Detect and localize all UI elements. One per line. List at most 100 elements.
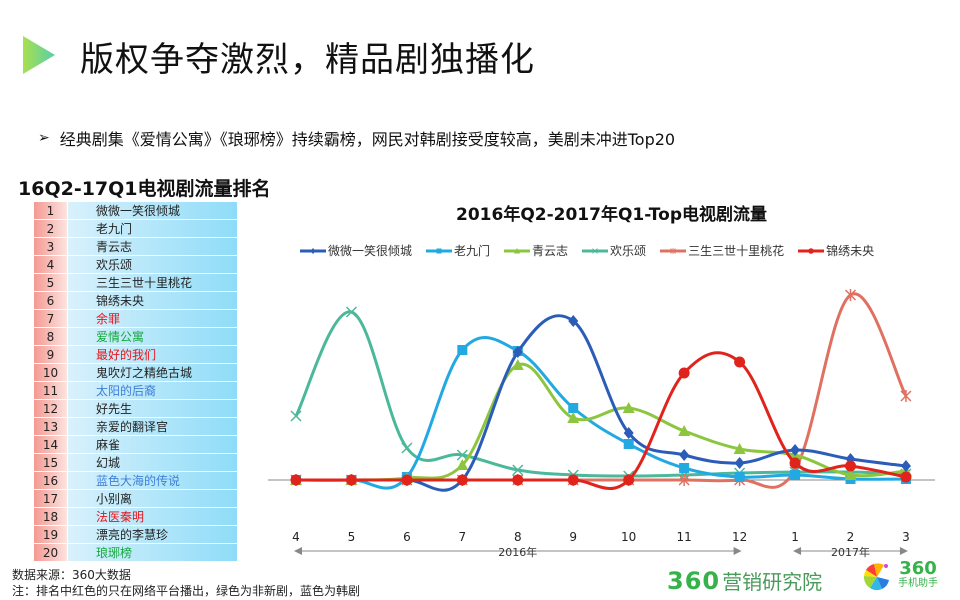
ranking-row: 2 老九门	[34, 220, 237, 238]
rank-number: 11	[34, 382, 68, 399]
rank-number: 12	[34, 400, 68, 417]
triangle-marker-icon	[504, 247, 531, 253]
legend-item: 锦绣未央	[798, 242, 874, 259]
rank-number: 9	[34, 346, 68, 363]
ranking-row: 20 琅琊榜	[34, 544, 237, 562]
rank-number: 4	[34, 256, 68, 273]
ranking-row: 14 麻雀	[34, 436, 237, 454]
drama-name: 老九门	[68, 220, 237, 237]
ranking-row: 7 余罪	[34, 310, 237, 328]
drama-name: 幻城	[68, 454, 237, 471]
source-note: 数据来源：360大数据 注：排名中红色的只在网络平台播出，绿色为非新剧，蓝色为韩…	[12, 567, 360, 599]
ranking-row: 11 太阳的后裔	[34, 382, 237, 400]
ranking-row: 8 爱情公寓	[34, 328, 237, 346]
drama-name: 蓝色大海的传说	[68, 472, 237, 489]
rank-number: 3	[34, 238, 68, 255]
drama-name: 最好的我们	[68, 346, 237, 363]
ranking-row: 6 锦绣未央	[34, 292, 237, 310]
rank-number: 14	[34, 436, 68, 453]
drama-name: 余罪	[68, 310, 237, 327]
legend-item: 青云志	[504, 242, 568, 259]
drama-name: 鬼吹灯之精绝古城	[68, 364, 237, 381]
ranking-row: 19 漂亮的李慧珍	[34, 526, 237, 544]
data-source: 数据来源：360大数据	[12, 568, 131, 582]
series-line	[295, 362, 907, 482]
year-group-label: 2017年	[831, 546, 870, 559]
rank-number: 7	[34, 310, 68, 327]
rank-number: 20	[34, 544, 68, 561]
x-tick-label: 3	[902, 530, 910, 544]
square-marker-icon	[426, 248, 453, 253]
ranking-row: 3 青云志	[34, 238, 237, 256]
x-tick-label: 10	[621, 530, 637, 544]
ranking-row: 12 好先生	[34, 400, 237, 418]
drama-name: 好先生	[68, 400, 237, 417]
drama-name: 法医秦明	[68, 508, 237, 525]
drama-name: 亲爱的翻译官	[68, 418, 237, 435]
chart-legend: 微微一笑很倾城 老九门 青云志 欢乐颂 三生三世十里桃花 锦绣未央	[300, 242, 874, 259]
drama-name: 漂亮的李慧珍	[68, 526, 237, 543]
rank-number: 8	[34, 328, 68, 345]
bullet-arrow-icon: ➢	[38, 130, 50, 146]
ranking-row: 15 幻城	[34, 454, 237, 472]
ranking-row: 16 蓝色大海的传说	[34, 472, 237, 490]
360-assistant-logo-icon	[863, 563, 889, 591]
ranking-row: 1 微微一笑很倾城	[34, 202, 237, 220]
drama-name: 琅琊榜	[68, 544, 237, 561]
x-tick-label: 2	[846, 530, 855, 544]
rank-number: 5	[34, 274, 68, 291]
x-tick-label: 7	[458, 530, 467, 544]
x-tick-label: 5	[347, 530, 356, 544]
rank-number: 19	[34, 526, 68, 543]
brand-number: 360	[667, 567, 721, 595]
x-tick-label: 6	[403, 530, 411, 544]
drama-name: 三生三世十里桃花	[68, 274, 237, 291]
drama-name: 小别离	[68, 490, 237, 507]
x-tick-label: 4	[292, 530, 300, 544]
rank-number: 15	[34, 454, 68, 471]
drama-name: 青云志	[68, 238, 237, 255]
circle-marker-icon	[798, 247, 825, 254]
rank-number: 2	[34, 220, 68, 237]
rank-number: 6	[34, 292, 68, 309]
ranking-row: 17 小别离	[34, 490, 237, 508]
drama-name: 欢乐颂	[68, 256, 237, 273]
bullet-text: 经典剧集《爱情公寓》《琅琊榜》持续霸榜，网民对韩剧接受度较高，美剧未冲进Top2…	[59, 130, 676, 149]
diamond-marker-icon	[300, 247, 326, 254]
star-marker-icon	[660, 247, 687, 254]
bullet-point: ➢ 经典剧集《爱情公寓》《琅琊榜》持续霸榜，网民对韩剧接受度较高，美剧未冲进To…	[38, 126, 675, 150]
ranking-row: 13 亲爱的翻译官	[34, 418, 237, 436]
year-group-label: 2016年	[498, 546, 538, 559]
drama-name: 太阳的后裔	[68, 382, 237, 399]
ranking-row: 4 欢乐颂	[34, 256, 237, 274]
ranking-row: 9 最好的我们	[34, 346, 237, 364]
color-note: 注：排名中红色的只在网络平台播出，绿色为非新剧，蓝色为韩剧	[12, 584, 361, 598]
brand-360-research: 360 营销研究院	[667, 566, 822, 595]
x-marker-icon	[582, 247, 609, 254]
ranking-row: 18 法医秦明	[34, 508, 237, 526]
rank-number: 16	[34, 472, 68, 489]
legend-item: 老九门	[426, 242, 490, 259]
rank-number: 18	[34, 508, 68, 525]
rank-number: 10	[34, 364, 68, 381]
drama-name: 爱情公寓	[68, 328, 237, 345]
rank-number: 1	[34, 202, 68, 219]
ranking-title: 16Q2-17Q1电视剧流量排名	[18, 178, 271, 200]
rank-number: 17	[34, 490, 68, 507]
page-title: 版权争夺激烈，精品剧独播化	[80, 40, 535, 80]
drama-name: 微微一笑很倾城	[68, 202, 237, 219]
series-line	[296, 292, 908, 489]
360-assistant-logo-text: 360 手机助手	[898, 558, 938, 590]
x-tick-label: 9	[569, 530, 578, 544]
legend-item: 微微一笑很倾城	[300, 242, 412, 259]
legend-item: 欢乐颂	[582, 242, 646, 259]
ranking-row: 10 鬼吹灯之精绝古城	[34, 364, 237, 382]
rank-number: 13	[34, 418, 68, 435]
legend-item: 三生三世十里桃花	[660, 242, 784, 259]
ranking-table: 1 微微一笑很倾城 2 老九门 3 青云志 4 欢乐颂 5 三生三世十里桃花 6 锦绣未央 7 余罪 8 爱情…	[34, 202, 237, 562]
x-tick-label: 8	[513, 530, 522, 544]
x-tick-label: 1	[791, 530, 799, 544]
drama-name: 锦绣未央	[68, 292, 237, 309]
x-tick-label: 12	[731, 530, 748, 544]
